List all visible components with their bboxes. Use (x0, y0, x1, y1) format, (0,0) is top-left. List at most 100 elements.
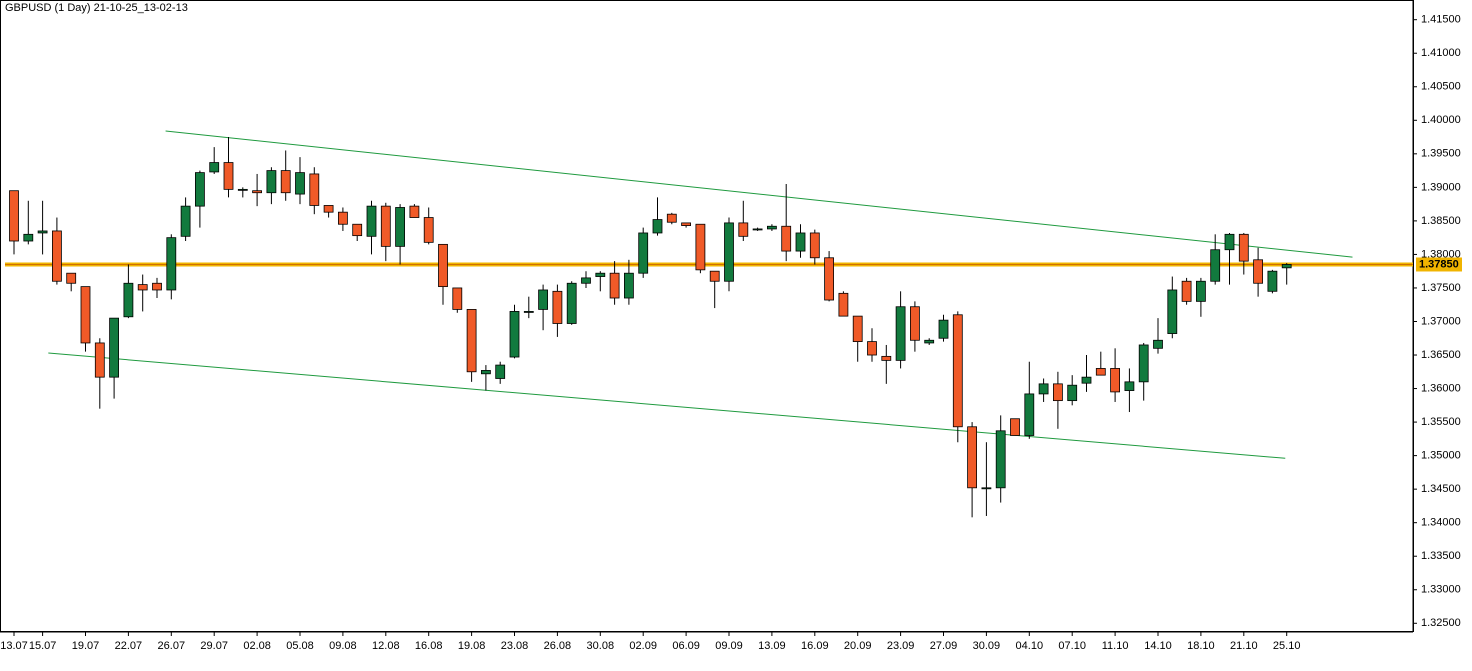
y-tick-label: 1.36000 (1421, 382, 1461, 394)
x-tick-label: 30.09 (973, 640, 1001, 652)
candle-body (1138, 344, 1149, 383)
x-tick-label: 04.10 (1016, 640, 1044, 652)
candle-body (967, 426, 977, 489)
candle-body (566, 282, 577, 324)
candle-body (1253, 259, 1263, 284)
candle-body (938, 319, 949, 339)
candle-body (52, 230, 62, 282)
y-tick-label: 1.34000 (1421, 517, 1461, 529)
candle-body (80, 286, 91, 344)
candle-body (1196, 280, 1206, 302)
x-tick-label: 05.08 (286, 640, 314, 652)
candle-body (767, 225, 777, 230)
candle-body (881, 355, 892, 361)
candle-body (1110, 368, 1120, 393)
candle-body (194, 172, 205, 207)
candle-body (266, 170, 277, 194)
candle-body (952, 314, 963, 428)
x-tick-label: 09.09 (715, 640, 743, 652)
candle-body (209, 162, 220, 173)
candle-body (681, 222, 691, 226)
x-tick-label: 15.07 (29, 640, 57, 652)
candle-body (152, 282, 162, 291)
x-tick-label: 22.07 (115, 640, 143, 652)
y-tick-label: 1.41000 (1421, 47, 1461, 59)
candle-body (1095, 368, 1106, 376)
y-tick-label: 1.40000 (1421, 114, 1461, 126)
candle-body (752, 228, 763, 231)
candle-body (838, 292, 849, 317)
y-tick-label: 1.33000 (1421, 584, 1461, 596)
x-tick-label: 23.09 (887, 640, 915, 652)
price-label: 1.37850 (1419, 258, 1459, 270)
y-tick-label: 1.38500 (1421, 215, 1461, 227)
candle-body (1024, 393, 1035, 436)
candle-body (495, 364, 506, 379)
x-tick-label: 07.10 (1058, 640, 1086, 652)
candle-body (323, 205, 334, 213)
candle-body (237, 188, 248, 191)
candle-body (595, 272, 606, 277)
candle-body (581, 277, 591, 284)
y-tick-label: 1.33500 (1421, 550, 1461, 562)
candle-body (480, 370, 491, 375)
candle-body (466, 309, 477, 373)
x-tick-label: 13.07 (0, 640, 28, 652)
y-tick-label: 1.37000 (1421, 315, 1461, 327)
candle-body (295, 172, 305, 195)
x-tick-label: 16.08 (415, 640, 443, 652)
chart-title: GBPUSD (1 Day) 21-10-25_13-02-13 (5, 2, 188, 14)
candle-body (180, 205, 191, 237)
x-tick-label: 21.10 (1230, 640, 1258, 652)
x-tick-label: 13.09 (758, 640, 786, 652)
candle-body (280, 170, 291, 194)
candle-body (1167, 289, 1178, 334)
y-tick-label: 1.35500 (1421, 416, 1461, 428)
candle-body (1038, 383, 1049, 395)
candle-body (852, 315, 863, 343)
candle-body (1267, 270, 1278, 292)
candle-body (995, 430, 1006, 489)
candle-body (1153, 339, 1163, 349)
x-tick-label: 06.09 (672, 640, 700, 652)
candle-body (1010, 418, 1020, 436)
candle-body (981, 487, 992, 490)
candle-body (66, 272, 77, 284)
candle-body (552, 290, 563, 324)
candle-body (523, 311, 534, 313)
y-tick-label: 1.39000 (1421, 181, 1461, 193)
candle-body (423, 217, 434, 243)
candle-body (1181, 280, 1192, 302)
x-tick-label: 16.09 (801, 640, 829, 652)
x-tick-label: 27.09 (930, 640, 958, 652)
x-tick-label: 14.10 (1144, 640, 1172, 652)
trendline (48, 352, 1286, 459)
candle-body (1124, 381, 1135, 391)
plot-frame (0, 0, 1414, 632)
candle-body (309, 173, 320, 206)
candle-body (1281, 264, 1292, 269)
candle-body (695, 223, 706, 271)
y-tick-label: 1.32500 (1421, 617, 1461, 629)
candle-body (380, 205, 391, 247)
candle-body (438, 243, 448, 288)
candle-body (724, 222, 734, 282)
x-tick-label: 30.08 (587, 640, 615, 652)
candle-body (137, 284, 148, 291)
candle-body (795, 232, 806, 252)
candle-body (166, 237, 177, 291)
candle-body (1224, 233, 1235, 251)
y-tick-label: 1.37500 (1421, 282, 1461, 294)
candle-body (23, 233, 34, 242)
candle-body (94, 342, 105, 378)
x-tick-label: 26.08 (544, 640, 572, 652)
candle-body (652, 219, 663, 234)
candle-body (538, 289, 548, 310)
candle-body (1210, 249, 1221, 282)
x-tick-label: 02.08 (243, 640, 271, 652)
y-tick-label: 1.39500 (1421, 148, 1461, 160)
y-tick-label: 1.36500 (1421, 349, 1461, 361)
candle-body (824, 257, 834, 301)
x-tick-label: 11.10 (1102, 640, 1129, 652)
